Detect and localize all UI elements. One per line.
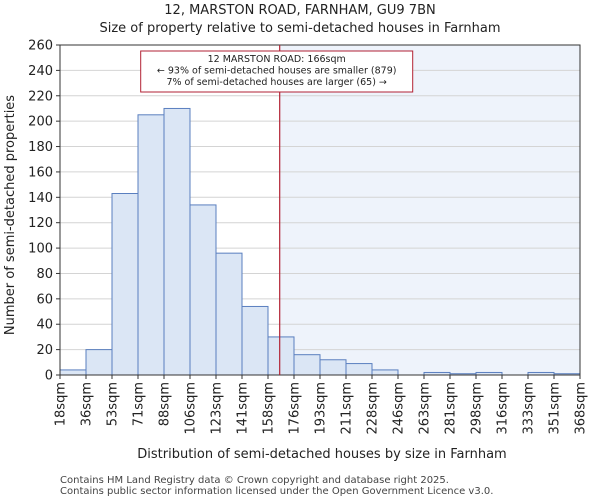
y-tick-label-1: 20 xyxy=(36,343,53,358)
plot-area: 0 20 40 60 80 100 120 140 160 180 200 220 240 260 18sq… xyxy=(28,39,588,435)
annotation-box xyxy=(140,50,414,93)
x-tick-label-10: 193sqm xyxy=(314,382,329,435)
y-tick-label-5: 100 xyxy=(28,242,53,257)
y-axis-label: Number of semi-detached properties xyxy=(3,95,18,335)
x-tick-label-14: 263sqm xyxy=(418,382,433,435)
bar-10 xyxy=(319,359,347,376)
x-tick-label-8: 158sqm xyxy=(262,382,277,435)
bar-1 xyxy=(85,349,113,376)
x-tick-label-9: 176sqm xyxy=(288,382,303,435)
y-tick-label-12: 240 xyxy=(28,64,53,79)
y-tick-label-7: 140 xyxy=(28,191,53,206)
y-tick-label-11: 220 xyxy=(28,89,53,104)
x-tick-label-2: 53sqm xyxy=(106,382,121,426)
footer-line-1: Contains HM Land Registry data © Crown c… xyxy=(60,475,449,486)
x-tick-label-7: 141sqm xyxy=(236,382,251,435)
bar-11 xyxy=(345,363,373,376)
chart-title: 12, MARSTON ROAD, FARNHAM, GU9 7BN xyxy=(164,3,435,18)
y-tick-label-6: 120 xyxy=(28,216,53,231)
x-tick-label-11: 211sqm xyxy=(340,382,355,435)
bar-12 xyxy=(371,369,399,376)
x-tick-label-13: 246sqm xyxy=(392,382,407,435)
y-tick-label-10: 200 xyxy=(28,115,53,130)
annotation-line-1: 12 MARSTON ROAD: 166sqm xyxy=(208,54,346,65)
y-tick-label-2: 40 xyxy=(36,318,53,333)
x-tick-label-5: 106sqm xyxy=(184,382,199,435)
x-tick-label-0: 18sqm xyxy=(54,382,69,426)
bar-9 xyxy=(293,354,321,376)
x-axis-label: Distribution of semi-detached houses by … xyxy=(137,447,506,462)
bar-6 xyxy=(215,252,243,376)
annotation-line-3: 7% of semi-detached houses are larger (6… xyxy=(166,77,386,88)
y-tick-label-9: 180 xyxy=(28,140,53,155)
x-tick-label-17: 316sqm xyxy=(496,382,511,435)
bar-2 xyxy=(111,193,139,376)
bar-5 xyxy=(189,204,217,376)
x-tick-label-18: 333sqm xyxy=(522,382,537,435)
bar-8 xyxy=(267,336,295,376)
bar-3 xyxy=(137,114,165,376)
footer-line-2: Contains public sector information licen… xyxy=(60,486,493,497)
x-tick-label-1: 36sqm xyxy=(80,382,95,426)
x-tick-label-6: 123sqm xyxy=(210,382,225,435)
x-tick-label-19: 351sqm xyxy=(548,382,563,435)
x-tick-label-15: 281sqm xyxy=(444,382,459,435)
x-tick-label-4: 88sqm xyxy=(158,382,173,426)
bar-7 xyxy=(241,305,269,376)
y-tick-label-0: 0 xyxy=(45,369,53,384)
chart-subtitle: Size of property relative to semi-detach… xyxy=(99,21,500,36)
annotation-line-2: ← 93% of semi-detached houses are smalle… xyxy=(157,66,397,77)
y-tick-label-13: 260 xyxy=(28,39,53,54)
y-tick-label-4: 80 xyxy=(36,267,53,282)
x-tick-label-20: 368sqm xyxy=(574,382,589,435)
bar-4 xyxy=(163,107,191,376)
y-tick-label-3: 60 xyxy=(36,292,53,307)
larger-region-shade xyxy=(279,45,580,375)
x-tick-label-3: 71sqm xyxy=(132,382,147,426)
x-tick-label-16: 298sqm xyxy=(470,382,485,435)
x-tick-label-12: 228sqm xyxy=(366,382,381,435)
bar-0 xyxy=(59,369,87,376)
y-tick-label-8: 160 xyxy=(28,165,53,180)
